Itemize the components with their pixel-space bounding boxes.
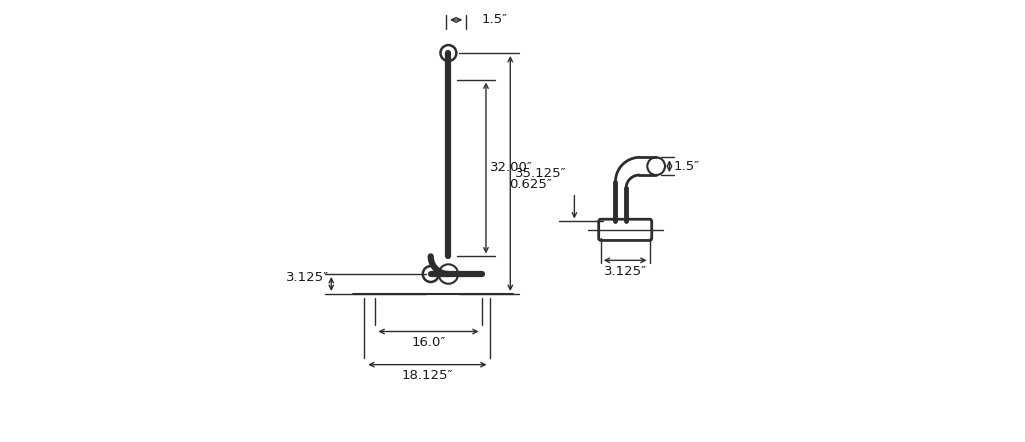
Text: 1.5″: 1.5″ (673, 160, 700, 173)
Text: 3.125″: 3.125″ (286, 271, 329, 284)
Text: 32.00″: 32.00″ (490, 161, 533, 175)
Text: 0.625″: 0.625″ (509, 179, 552, 191)
Text: 16.0″: 16.0″ (411, 336, 446, 349)
Text: 3.125″: 3.125″ (604, 265, 647, 278)
Text: 35.125″: 35.125″ (515, 167, 567, 180)
Text: 1.5″: 1.5″ (482, 13, 507, 27)
Text: 18.125″: 18.125″ (402, 369, 453, 382)
